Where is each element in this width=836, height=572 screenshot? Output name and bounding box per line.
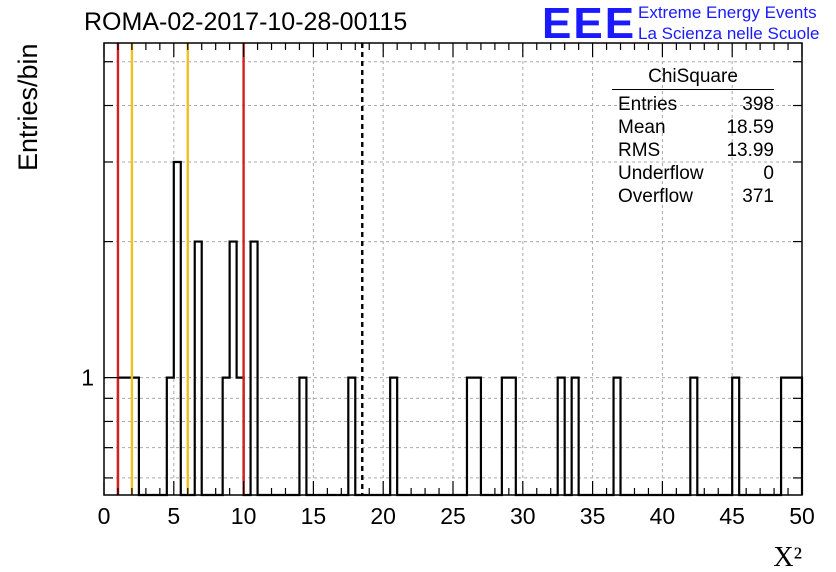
- stat-value: 13.99: [726, 140, 774, 161]
- x-tick-label: 35: [580, 503, 606, 529]
- x-tick-label: 40: [650, 503, 676, 529]
- x-tick-label: 30: [510, 503, 536, 529]
- x-tick-label: 15: [301, 503, 327, 529]
- stat-value: 371: [742, 186, 774, 207]
- x-tick-label: 20: [370, 503, 396, 529]
- stat-label: Entries: [618, 94, 678, 115]
- stats-box: ChiSquare Entries 398 Mean 18.59 RMS 13.99 Und…: [612, 66, 774, 208]
- chart-title: ROMA-02-2017-10-28-00115: [84, 8, 408, 36]
- stat-label: Underflow: [618, 163, 704, 184]
- stat-value: 398: [742, 94, 774, 115]
- stat-value: 0: [763, 163, 774, 184]
- logo-line-2: La Scienza nelle Scuole: [638, 24, 820, 43]
- stats-title: ChiSquare: [612, 66, 774, 90]
- y-tick-label: 1: [81, 365, 94, 391]
- stat-row-overflow: Overflow 371: [612, 185, 774, 208]
- eee-logo-mark: EEE: [542, 0, 637, 48]
- histogram-outline: [116, 160, 804, 497]
- stat-row-underflow: Underflow 0: [612, 162, 774, 185]
- stat-label: Overflow: [618, 186, 693, 207]
- stat-value: 18.59: [726, 117, 774, 138]
- stat-row-mean: Mean 18.59: [612, 116, 774, 139]
- stat-row-entries: Entries 398: [612, 93, 774, 116]
- x-axis-label: X²: [773, 542, 802, 572]
- x-tick-label: 25: [440, 503, 466, 529]
- logo-line-1: Extreme Energy Events: [638, 3, 817, 22]
- x-tick-label: 10: [231, 503, 257, 529]
- x-tick-label: 45: [719, 503, 745, 529]
- x-tick-label: 0: [98, 503, 111, 529]
- stat-label: RMS: [618, 140, 661, 161]
- x-tick-label: 5: [167, 503, 180, 529]
- stat-row-rms: RMS 13.99: [612, 139, 774, 162]
- x-tick-label: 50: [789, 503, 815, 529]
- stats-rows: Entries 398 Mean 18.59 RMS 13.99 Underflow 0 Ove…: [612, 93, 774, 208]
- stat-label: Mean: [618, 117, 666, 138]
